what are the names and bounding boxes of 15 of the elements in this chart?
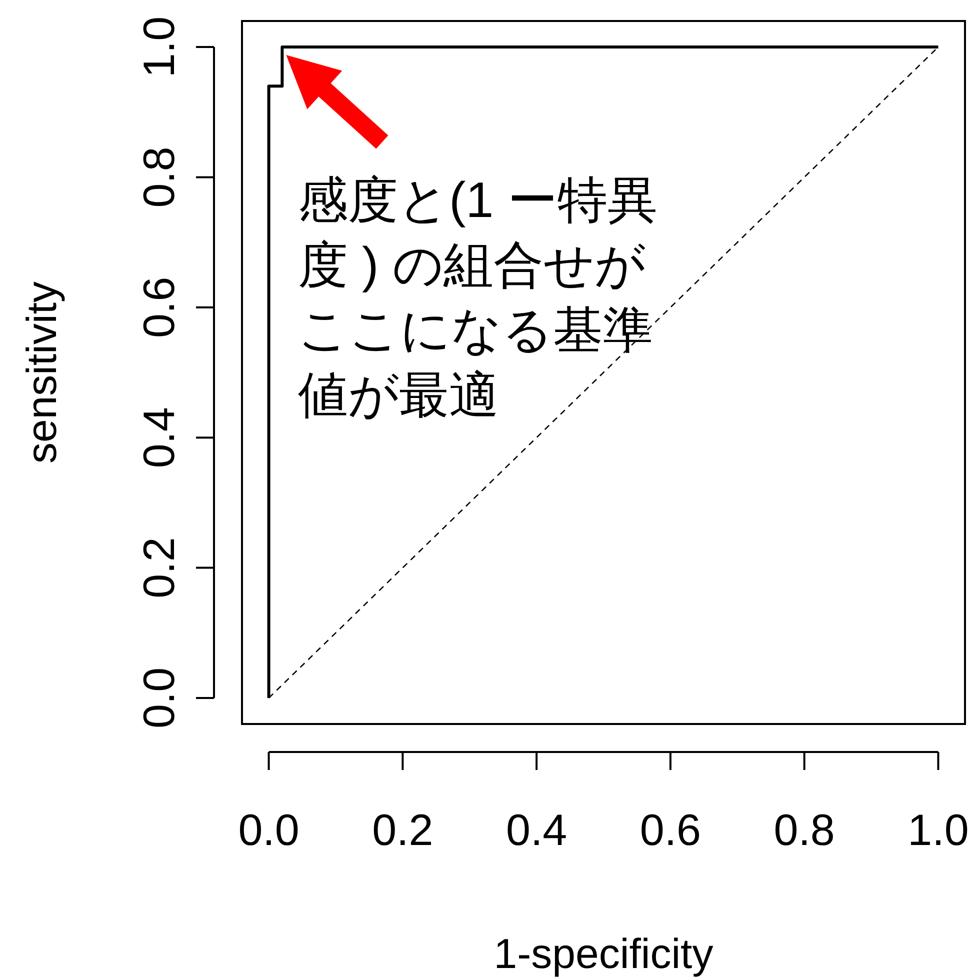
y-tick-label: 0.8	[135, 146, 184, 208]
x-tick-label: 0.8	[774, 806, 835, 855]
y-tick-label: 0.2	[135, 537, 184, 598]
annotation: 感度と(1 ー特異度 ) の組合せがここになる基準値が最適	[298, 172, 658, 424]
y-axis-title: sensitivity	[18, 281, 65, 464]
x-axis-title: 1-specificity	[494, 930, 714, 977]
y-tick-label: 0.0	[135, 667, 184, 729]
x-tick-label: 0.2	[372, 806, 434, 855]
x-tick-label: 1.0	[908, 806, 969, 855]
y-tick-label: 1.0	[135, 16, 184, 78]
x-tick-label: 0.0	[238, 806, 300, 855]
x-tick-label: 0.6	[640, 806, 702, 855]
y-tick-label: 0.6	[135, 276, 184, 338]
x-tick-label: 0.4	[506, 806, 568, 855]
y-tick-label: 0.4	[135, 407, 184, 468]
